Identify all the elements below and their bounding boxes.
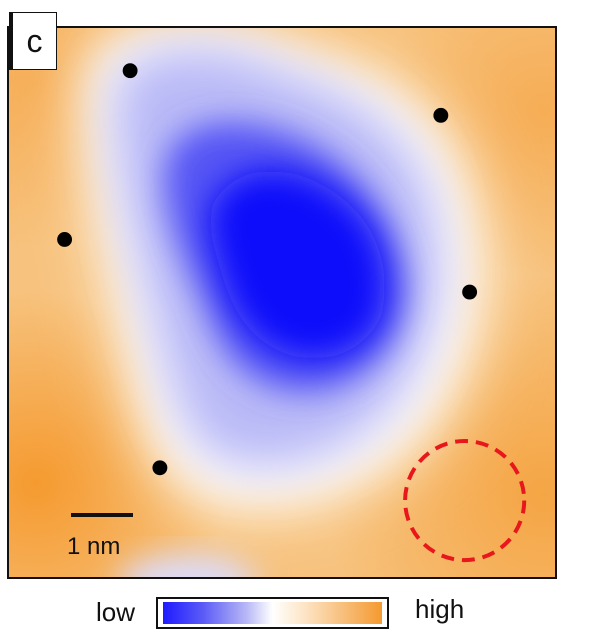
dashed-red-circle <box>403 439 527 563</box>
marker-dot <box>152 460 168 476</box>
marker-dot <box>433 107 449 123</box>
colorbar-low-label: low <box>96 597 136 627</box>
colorbar-gradient <box>163 602 382 624</box>
marker-dot <box>122 63 138 79</box>
scale-bar <box>71 513 133 517</box>
intensity-map-image <box>9 28 555 577</box>
intensity-map: 1 nm <box>7 26 557 579</box>
colorbar: low high <box>0 588 597 634</box>
panel-label: c <box>9 12 57 70</box>
scale-bar-label: 1 nm <box>67 533 121 560</box>
colorbar-scale <box>156 597 389 629</box>
colorbar-high-label: high <box>415 594 465 624</box>
marker-dot <box>462 284 478 300</box>
marker-dot <box>57 232 73 247</box>
